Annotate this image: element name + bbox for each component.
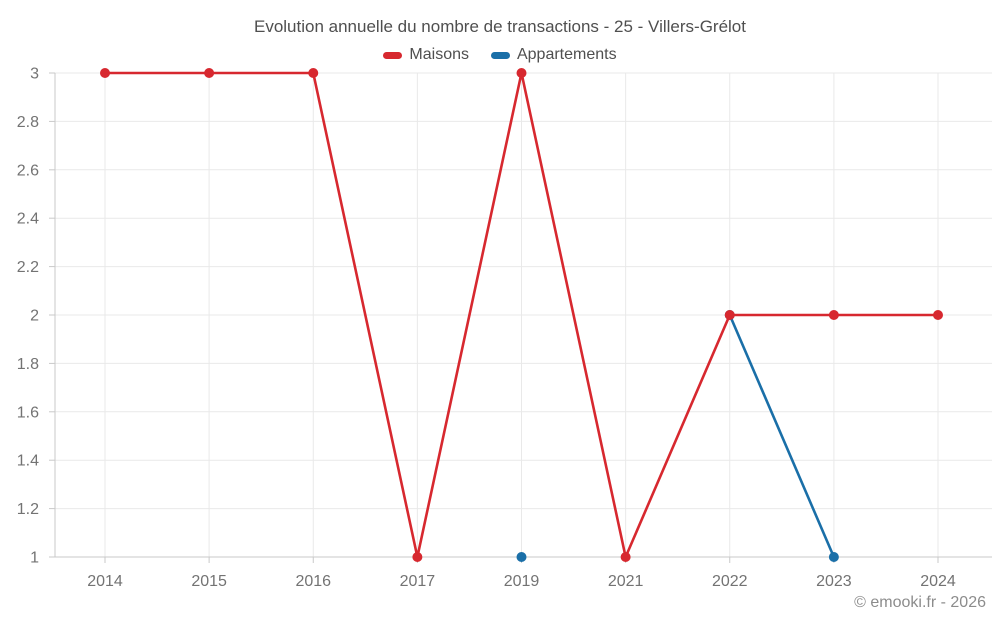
legend-label-appartements: Appartements <box>516 46 617 63</box>
y-tick-label: 2.2 <box>17 259 39 276</box>
y-tick-label: 1.8 <box>17 356 39 373</box>
y-tick-label: 3 <box>30 66 39 83</box>
x-tick-label: 2023 <box>816 573 852 590</box>
chart-legend: Maisons Appartements <box>0 46 1000 64</box>
data-point-maisons <box>724 310 735 320</box>
data-point-maisons <box>204 68 215 78</box>
x-tick-label: 2024 <box>920 573 956 590</box>
x-tick-label: 2016 <box>295 573 331 590</box>
x-tick-label: 2022 <box>712 573 748 590</box>
y-tick-label: 1.4 <box>17 453 39 470</box>
x-tick-label: 2019 <box>504 573 540 590</box>
data-point-maisons <box>933 310 943 320</box>
legend-item-appartements[interactable]: Appartements <box>490 46 617 64</box>
x-tick-label: 2021 <box>608 573 644 590</box>
data-point-maisons <box>828 310 839 320</box>
y-tick-label: 1 <box>30 550 39 567</box>
y-tick-label: 1.6 <box>17 404 39 421</box>
x-tick-label: 2014 <box>87 573 123 590</box>
data-point-appartements <box>516 552 527 562</box>
legend-label-maisons: Maisons <box>409 46 469 63</box>
chart-title: Evolution annuelle du nombre de transact… <box>253 17 746 36</box>
data-point-maisons <box>516 68 527 78</box>
data-point-appartements <box>828 552 839 562</box>
legend-item-maisons[interactable]: Maisons <box>383 46 469 64</box>
y-tick-label: 2 <box>30 308 39 325</box>
x-tick-label: 2015 <box>191 573 227 590</box>
y-tick-label: 2.4 <box>17 211 39 228</box>
legend-swatch-maisons-icon <box>383 51 403 59</box>
data-point-maisons <box>308 68 319 78</box>
data-point-maisons <box>412 552 423 562</box>
x-tick-label: 2017 <box>400 573 436 590</box>
y-tick-label: 1.2 <box>17 501 39 518</box>
series-line-appartements <box>728 313 836 559</box>
data-point-maisons <box>100 68 110 78</box>
y-tick-label: 2.8 <box>17 114 39 131</box>
data-point-maisons <box>620 552 631 562</box>
y-tick-label: 2.6 <box>17 162 39 179</box>
copyright-credit: © emooki.fr - 2026 <box>854 594 986 611</box>
legend-swatch-appartements-icon <box>490 51 510 59</box>
